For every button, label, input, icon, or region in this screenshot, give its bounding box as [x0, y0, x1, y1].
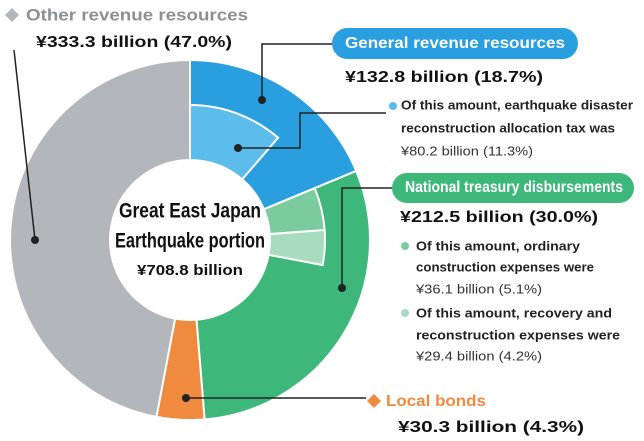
leader-dot — [31, 236, 39, 244]
part-name: Of this amount, earthquake disaster — [401, 98, 633, 112]
center-hole — [110, 160, 270, 320]
value-label: ¥333.3 billion (47.0%) — [36, 34, 232, 51]
part-name: reconstruction allocation tax was — [401, 121, 615, 135]
leader-dot — [338, 284, 346, 292]
leader-line — [261, 43, 335, 100]
value-label: ¥36.1 billion (5.1%) — [415, 282, 542, 296]
leader-line — [13, 49, 36, 241]
part-name: Of this amount, recovery and — [416, 306, 612, 320]
label-pill — [392, 173, 634, 203]
diamond-icon — [5, 8, 19, 22]
part-name: reconstruction expenses were — [416, 328, 620, 342]
series-name: General revenue resources — [345, 35, 565, 52]
value-label: ¥30.3 billion (4.3%) — [398, 419, 584, 436]
leader-dot — [389, 102, 397, 110]
value-label: ¥29.4 billion (4.2%) — [415, 349, 542, 363]
leader-dot — [401, 309, 409, 317]
series-name: National treasury disbursements — [405, 179, 623, 196]
leader-line — [238, 112, 386, 149]
series-name: Local bonds — [386, 393, 486, 410]
part-name: Of this amount, ordinary — [416, 239, 580, 253]
leader-line — [341, 187, 394, 288]
value-label: ¥80.2 billion (11.3%) — [400, 144, 533, 158]
series-name: Other revenue resources — [26, 5, 248, 24]
total-label: ¥708.8 billion — [137, 262, 243, 279]
leader-dot — [258, 96, 266, 104]
center-label: Earthquake portion — [115, 230, 265, 253]
label-pill — [332, 28, 578, 59]
leader-dot — [182, 394, 190, 402]
center-label: Great East Japan — [119, 200, 261, 223]
leader-dot — [234, 144, 242, 152]
diamond-icon — [367, 394, 381, 408]
value-label: ¥212.5 billion (30.0%) — [400, 209, 598, 226]
part-name: construction expenses were — [416, 260, 594, 274]
value-label: ¥132.8 billion (18.7%) — [345, 69, 543, 86]
leader-dot — [401, 242, 409, 250]
